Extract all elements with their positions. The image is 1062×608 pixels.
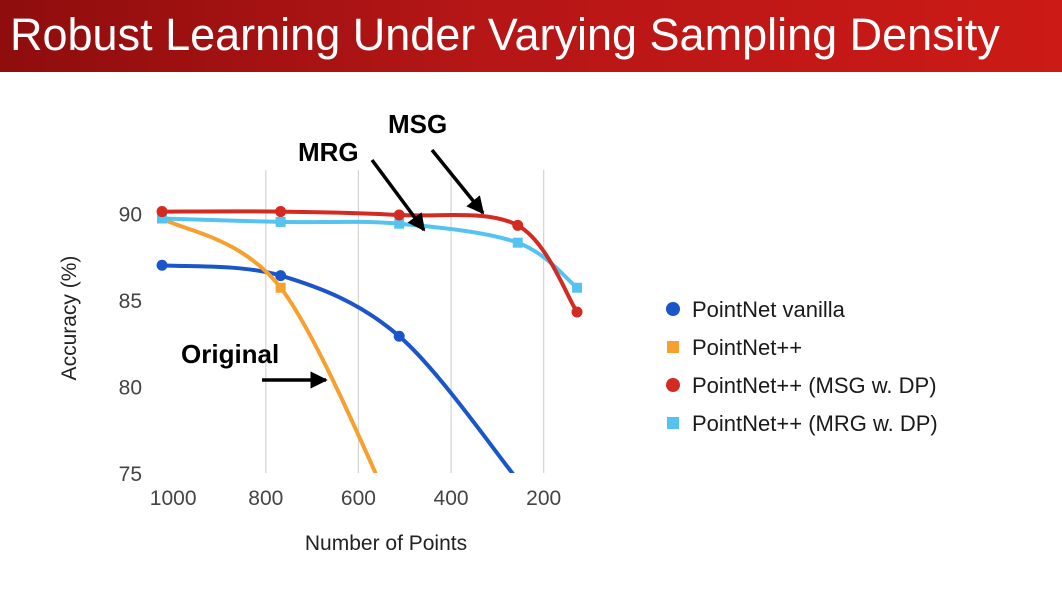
annotation-arrow bbox=[430, 148, 485, 215]
data-point-pointnet-msg-w-dp bbox=[512, 219, 524, 231]
legend-entry: PointNet++ (MSG w. DP) bbox=[692, 373, 937, 398]
y-tick-label: 75 bbox=[119, 463, 142, 486]
legend-swatch bbox=[666, 378, 680, 392]
annotation-label: Original bbox=[181, 339, 279, 369]
x-tick-label: 1000 bbox=[150, 487, 197, 510]
x-tick-label: 800 bbox=[248, 487, 283, 510]
data-point-pointnet-mrg-w-dp bbox=[572, 282, 583, 293]
data-point-pointnet-vanilla bbox=[393, 330, 405, 342]
annotations: MSG MRG Original bbox=[181, 109, 485, 389]
x-tick-label: 600 bbox=[341, 487, 376, 510]
data-point-pointnet-vanilla bbox=[275, 270, 287, 282]
data-point-pointnet-msg-w-dp bbox=[393, 209, 405, 221]
axes: 1000 800 600 400 200 75 80 85 90 Number of Points… bbox=[58, 203, 561, 555]
data-point-pointnet-msg-w-dp bbox=[275, 206, 287, 218]
legend-entry: PointNet vanilla bbox=[692, 297, 846, 322]
legend-swatch bbox=[666, 302, 680, 316]
x-tick-label: 400 bbox=[434, 487, 469, 510]
data-point-pointnet-mrg-w-dp bbox=[157, 213, 168, 224]
legend-entry: PointNet++ bbox=[692, 335, 802, 360]
data-point-pointnet-msg-w-dp bbox=[156, 206, 168, 218]
data-point-pointnet-mrg-w-dp bbox=[394, 218, 405, 229]
legend-entry: PointNet++ (MRG w. DP) bbox=[692, 411, 938, 436]
annotation-label: MSG bbox=[388, 109, 447, 139]
legend-swatch bbox=[667, 417, 679, 429]
x-tick-label: 200 bbox=[526, 487, 561, 510]
data-point-pointnet-vanilla bbox=[156, 259, 168, 271]
x-axis-title: Number of Points bbox=[305, 532, 467, 555]
annotation-arrow bbox=[370, 158, 426, 232]
data-point-pointnet-mrg-w-dp bbox=[275, 216, 286, 227]
y-tick-label: 85 bbox=[119, 290, 142, 313]
y-tick-label: 90 bbox=[119, 203, 142, 226]
slide-title: Robust Learning Under Varying Sampling D… bbox=[10, 9, 1000, 60]
legend: PointNet vanilla PointNet++ PointNet++ (MS… bbox=[666, 297, 938, 436]
data-point-pointnet-mrg-w-dp bbox=[512, 237, 523, 248]
series-line-pointnet bbox=[160, 216, 378, 473]
legend-swatch bbox=[667, 341, 679, 353]
y-tick-label: 80 bbox=[119, 376, 142, 399]
series-line-pointnet-vanilla bbox=[160, 263, 515, 473]
data-point-pointnet-msg-w-dp bbox=[571, 306, 583, 318]
data-point-pointnet bbox=[275, 282, 286, 293]
annotation-label: MRG bbox=[298, 137, 359, 167]
data-markers bbox=[156, 206, 583, 342]
y-axis-title: Accuracy (%) bbox=[58, 256, 81, 381]
title-banner: Robust Learning Under Varying Sampling D… bbox=[0, 0, 1062, 72]
